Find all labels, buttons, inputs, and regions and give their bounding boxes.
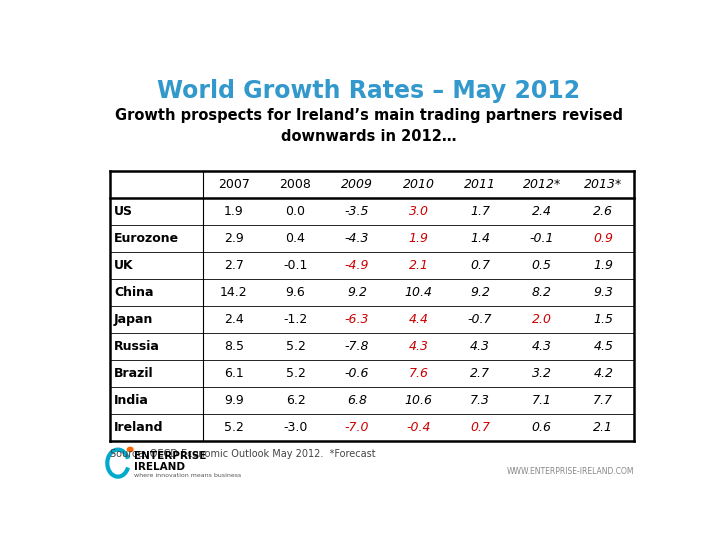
- Text: 2.4: 2.4: [224, 313, 244, 326]
- Text: -0.4: -0.4: [406, 421, 431, 434]
- Text: 1.5: 1.5: [593, 313, 613, 326]
- Text: 0.7: 0.7: [470, 421, 490, 434]
- Text: 2.0: 2.0: [532, 313, 552, 326]
- Text: -1.2: -1.2: [284, 313, 307, 326]
- Text: 2.4: 2.4: [532, 205, 552, 218]
- Text: -0.7: -0.7: [468, 313, 492, 326]
- Text: Growth prospects for Ireland’s main trading partners revised
downwards in 2012…: Growth prospects for Ireland’s main trad…: [115, 109, 623, 145]
- Text: 2012*: 2012*: [523, 178, 561, 191]
- Text: 7.6: 7.6: [409, 367, 428, 380]
- Text: 1.7: 1.7: [470, 205, 490, 218]
- Text: 8.5: 8.5: [224, 340, 244, 353]
- Text: 0.5: 0.5: [532, 259, 552, 272]
- Text: 4.3: 4.3: [470, 340, 490, 353]
- Text: -6.3: -6.3: [345, 313, 369, 326]
- Text: US: US: [114, 205, 133, 218]
- Text: 9.2: 9.2: [347, 286, 367, 299]
- Text: 2.6: 2.6: [593, 205, 613, 218]
- Text: 2008: 2008: [279, 178, 312, 191]
- Text: Eurozone: Eurozone: [114, 232, 179, 245]
- Text: -3.0: -3.0: [284, 421, 307, 434]
- Text: 0.6: 0.6: [532, 421, 552, 434]
- Text: -4.3: -4.3: [345, 232, 369, 245]
- Text: 9.9: 9.9: [224, 394, 244, 407]
- Text: 4.4: 4.4: [409, 313, 428, 326]
- Text: -4.9: -4.9: [345, 259, 369, 272]
- Text: 5.2: 5.2: [286, 340, 305, 353]
- Text: 2.7: 2.7: [224, 259, 244, 272]
- Text: 7.1: 7.1: [532, 394, 552, 407]
- Text: 2011: 2011: [464, 178, 496, 191]
- Text: 1.4: 1.4: [470, 232, 490, 245]
- Text: 10.4: 10.4: [405, 286, 433, 299]
- Text: Source: OECD Economic Outlook May 2012.  *Forecast: Source: OECD Economic Outlook May 2012. …: [109, 449, 375, 458]
- Text: 9.2: 9.2: [470, 286, 490, 299]
- Text: China: China: [114, 286, 153, 299]
- Text: 6.8: 6.8: [347, 394, 367, 407]
- Text: 2.1: 2.1: [593, 421, 613, 434]
- Text: IRELAND: IRELAND: [133, 462, 184, 472]
- Text: 4.5: 4.5: [593, 340, 613, 353]
- Text: 1.9: 1.9: [224, 205, 244, 218]
- Text: 14.2: 14.2: [220, 286, 248, 299]
- Text: -0.6: -0.6: [345, 367, 369, 380]
- Text: 4.3: 4.3: [409, 340, 428, 353]
- Text: -7.0: -7.0: [345, 421, 369, 434]
- Text: 7.7: 7.7: [593, 394, 613, 407]
- Text: 6.1: 6.1: [224, 367, 244, 380]
- Text: 2010: 2010: [402, 178, 435, 191]
- Circle shape: [127, 447, 133, 451]
- Text: 5.2: 5.2: [224, 421, 244, 434]
- Text: 2007: 2007: [218, 178, 250, 191]
- Text: 8.2: 8.2: [532, 286, 552, 299]
- Text: Brazil: Brazil: [114, 367, 153, 380]
- Text: 4.3: 4.3: [532, 340, 552, 353]
- Text: where innovation means business: where innovation means business: [133, 473, 240, 478]
- Text: 2.9: 2.9: [224, 232, 244, 245]
- Text: 3.0: 3.0: [409, 205, 428, 218]
- Text: 0.7: 0.7: [470, 259, 490, 272]
- Text: Russia: Russia: [114, 340, 160, 353]
- Text: -0.1: -0.1: [529, 232, 554, 245]
- Text: 1.9: 1.9: [593, 259, 613, 272]
- Text: 9.3: 9.3: [593, 286, 613, 299]
- Text: 2009: 2009: [341, 178, 373, 191]
- Text: 3.2: 3.2: [532, 367, 552, 380]
- Text: 4.2: 4.2: [593, 367, 613, 380]
- Text: WWW.ENTERPRISE-IRELAND.COM: WWW.ENTERPRISE-IRELAND.COM: [507, 467, 634, 476]
- Text: Ireland: Ireland: [114, 421, 163, 434]
- Text: 6.2: 6.2: [286, 394, 305, 407]
- Text: 2.1: 2.1: [409, 259, 428, 272]
- Text: -0.1: -0.1: [284, 259, 307, 272]
- Text: 5.2: 5.2: [286, 367, 305, 380]
- Text: 0.4: 0.4: [286, 232, 305, 245]
- Text: India: India: [114, 394, 149, 407]
- Text: -3.5: -3.5: [345, 205, 369, 218]
- Text: 0.0: 0.0: [286, 205, 305, 218]
- Text: 2.7: 2.7: [470, 367, 490, 380]
- Text: ENTERPRISE: ENTERPRISE: [133, 451, 206, 462]
- Text: Japan: Japan: [114, 313, 153, 326]
- Text: 7.3: 7.3: [470, 394, 490, 407]
- Text: 9.6: 9.6: [286, 286, 305, 299]
- Text: UK: UK: [114, 259, 134, 272]
- Text: World Growth Rates – May 2012: World Growth Rates – May 2012: [158, 79, 580, 103]
- Text: 10.6: 10.6: [405, 394, 433, 407]
- Text: -7.8: -7.8: [345, 340, 369, 353]
- Text: 2013*: 2013*: [584, 178, 622, 191]
- Text: 0.9: 0.9: [593, 232, 613, 245]
- Text: 1.9: 1.9: [409, 232, 428, 245]
